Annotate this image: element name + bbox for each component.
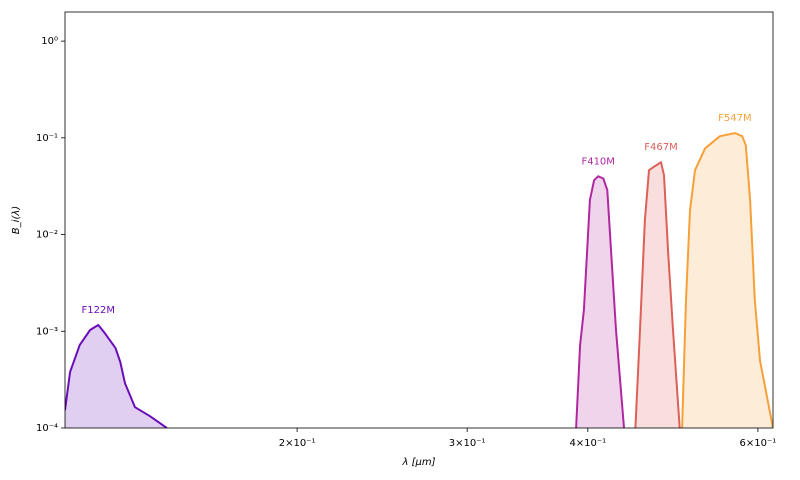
area xyxy=(635,162,680,428)
y-tick-label: 10⁻³ xyxy=(36,326,58,337)
line xyxy=(65,324,168,428)
y-tick-label: 10⁻² xyxy=(36,230,58,241)
x-tick-label: 2×10⁻¹ xyxy=(279,438,316,449)
series-label: F122M xyxy=(82,305,115,316)
series-label: F467M xyxy=(644,142,677,153)
y-tick-label: 10⁻⁴ xyxy=(36,423,58,434)
x-tick-label: 6×10⁻¹ xyxy=(740,438,777,449)
x-tick-label: 4×10⁻¹ xyxy=(569,438,606,449)
area xyxy=(65,325,167,428)
x-axis-label: λ [μm] xyxy=(401,457,435,468)
y-tick-label: 10⁰ xyxy=(41,36,58,47)
area xyxy=(576,176,624,428)
y-axis-label: B_i(λ) xyxy=(11,206,22,234)
line xyxy=(575,175,625,428)
line xyxy=(681,132,773,428)
line xyxy=(634,161,681,428)
plot-area xyxy=(65,132,773,428)
y-tick-label: 10⁻¹ xyxy=(36,133,58,144)
x-tick-label: 3×10⁻¹ xyxy=(449,438,486,449)
axes-frame xyxy=(64,11,774,429)
series-label: F547M xyxy=(718,113,751,124)
area xyxy=(682,133,773,428)
series-label: F410M xyxy=(581,156,614,167)
